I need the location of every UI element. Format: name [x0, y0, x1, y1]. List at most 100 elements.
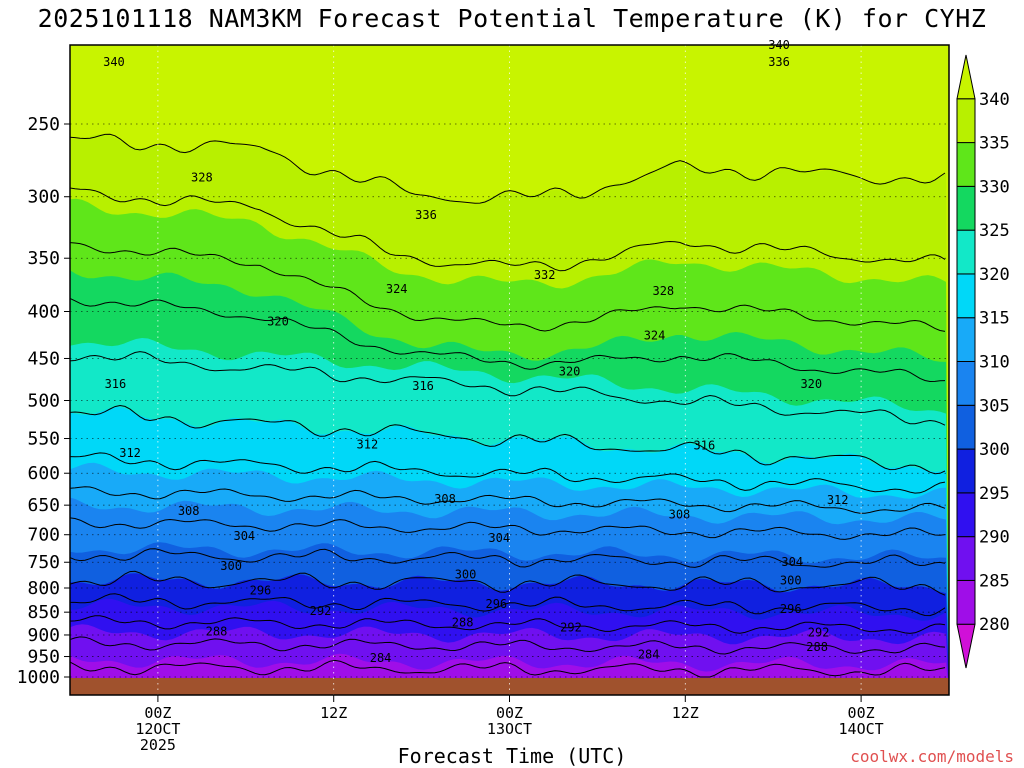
- x-tick-label-0-0: 00Z: [144, 704, 171, 722]
- y-tick-label-750: 750: [27, 552, 60, 573]
- y-tick-label-600: 600: [27, 463, 60, 484]
- y-tick-label-800: 800: [27, 578, 60, 599]
- contour-label-324: 324: [644, 329, 666, 343]
- contour-label-320: 320: [559, 365, 581, 379]
- colorbar-label-300: 300: [979, 440, 1010, 460]
- colorbar-seg-10: [956, 185, 976, 231]
- contour-label-284: 284: [638, 647, 660, 661]
- colorbar-seg-2: [956, 536, 976, 581]
- ground-layer: [70, 678, 949, 695]
- isotherm-lines: [70, 133, 946, 678]
- isotherm-312: [70, 486, 946, 514]
- colorbar-seg-12: [956, 98, 976, 144]
- contour-label-292: 292: [560, 620, 582, 634]
- isotherm-324: [70, 351, 946, 426]
- y-tick-label-950: 950: [27, 647, 60, 668]
- contour-label-328: 328: [652, 284, 674, 298]
- contour-label-332: 332: [534, 268, 556, 282]
- credit-link[interactable]: coolwx.com/models: [850, 747, 1014, 766]
- colorbar-label-325: 325: [979, 221, 1010, 241]
- chart-title: 2025101118 NAM3KM Forecast Potential Tem…: [37, 4, 987, 33]
- isotherm-300: [70, 570, 946, 596]
- contour-label-340: 340: [103, 55, 125, 69]
- colorbar-label-305: 305: [979, 396, 1010, 416]
- colorbar: 280 285 290 295 300 305 310 315 320 325 330 335 340: [956, 54, 1010, 669]
- isotherm-288: [70, 636, 946, 655]
- colorbar-seg-9: [956, 229, 976, 275]
- contour-label-312: 312: [357, 437, 379, 451]
- contour-label-312: 312: [827, 493, 849, 507]
- isotherm-340: [70, 133, 946, 204]
- colorbar-seg-7: [956, 317, 976, 363]
- y-tick-label-700: 700: [27, 525, 60, 546]
- isotherm-284: [70, 659, 946, 678]
- contour-label-288: 288: [206, 624, 228, 638]
- isotherm-292: [70, 615, 946, 634]
- contour-label-304: 304: [781, 555, 803, 569]
- colorbar-label-310: 310: [979, 353, 1010, 373]
- contour-label-288: 288: [452, 615, 474, 629]
- colorbar-label-290: 290: [979, 528, 1010, 548]
- colorbar-seg-0: [956, 623, 976, 669]
- contour-label-308: 308: [178, 504, 200, 518]
- y-tick-label-650: 650: [27, 495, 60, 516]
- colorbar-label-330: 330: [979, 177, 1010, 197]
- x-axis-title: Forecast Time (UTC): [397, 744, 627, 768]
- contour-label-296: 296: [485, 597, 507, 611]
- isotherm-328: [70, 298, 946, 383]
- x-tick-label-4-0: 00Z: [848, 704, 875, 722]
- contour-label-300: 300: [220, 559, 242, 573]
- contour-label-336: 336: [768, 55, 790, 69]
- colorbar-seg-4: [956, 448, 976, 494]
- contour-label-320: 320: [800, 377, 822, 391]
- ground-fill: [70, 678, 949, 695]
- y-tick-label-900: 900: [27, 625, 60, 646]
- contour-label-304: 304: [488, 531, 510, 545]
- y-tick-label-850: 850: [27, 602, 60, 623]
- contour-label-292: 292: [310, 604, 332, 618]
- x-tick-label-0-1: 12OCT: [135, 720, 180, 738]
- colorbar-label-315: 315: [979, 309, 1010, 329]
- x-tick-label-1-0: 12Z: [320, 704, 347, 722]
- isotherm-336: [70, 187, 946, 272]
- colorbar-seg-8: [956, 273, 976, 319]
- colorbar-label-340: 340: [979, 90, 1010, 110]
- colorbar-seg-11: [956, 142, 976, 187]
- temperature-bands: [70, 45, 949, 695]
- colorbar-label-285: 285: [979, 571, 1010, 591]
- x-tick-label-2-0: 00Z: [496, 704, 523, 722]
- y-tick-label-400: 400: [27, 301, 60, 322]
- y-tick-label-500: 500: [27, 391, 60, 412]
- contour-label-308: 308: [434, 492, 456, 506]
- contour-label-284: 284: [370, 651, 392, 665]
- contour-label-320: 320: [267, 314, 289, 328]
- contour-label-288: 288: [806, 640, 828, 654]
- isotherm-308: [70, 517, 946, 540]
- colorbar-label-320: 320: [979, 265, 1010, 285]
- y-tick-label-250: 250: [27, 114, 60, 135]
- x-tick-label-3-0: 12Z: [672, 704, 699, 722]
- colorbar-seg-1: [956, 579, 976, 625]
- x-tick-label-0-2: 2025: [140, 736, 176, 754]
- colorbar-seg-5: [956, 404, 976, 450]
- y-tick-label-350: 350: [27, 248, 60, 269]
- colorbar-seg-3: [956, 492, 976, 538]
- contour-label-328: 328: [191, 171, 213, 185]
- contour-label-312: 312: [119, 446, 141, 460]
- contour-label-324: 324: [386, 282, 408, 296]
- contour-label-296: 296: [780, 602, 802, 616]
- isotherm-296: [70, 593, 946, 617]
- isotherm-316: [70, 452, 946, 494]
- colorbar-label-335: 335: [979, 134, 1010, 154]
- x-tick-label-4-1: 14OCT: [839, 720, 884, 738]
- contour-label-300: 300: [455, 567, 477, 581]
- isotherm-320: [70, 404, 946, 475]
- contour-label-304: 304: [233, 529, 255, 543]
- colorbar-label-280: 280: [979, 615, 1010, 635]
- colorbar-seg-6: [956, 361, 976, 406]
- isotherm-332: [70, 242, 946, 332]
